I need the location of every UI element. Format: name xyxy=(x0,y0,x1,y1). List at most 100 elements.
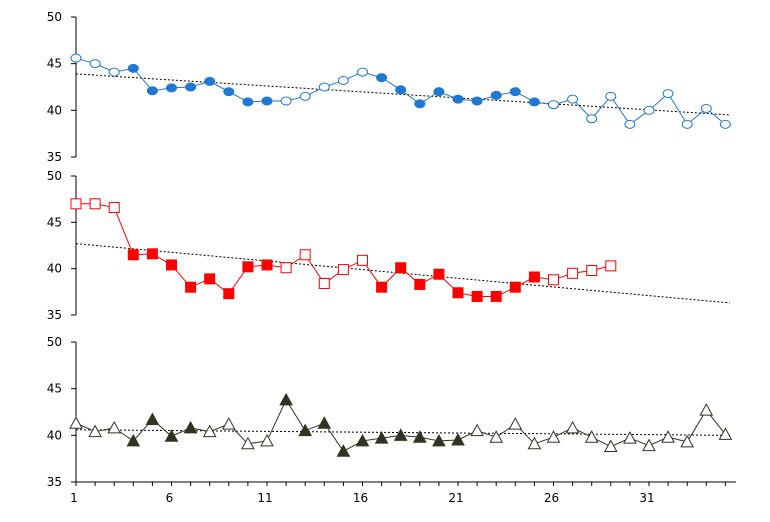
data-point xyxy=(680,434,695,448)
data-point xyxy=(299,91,311,101)
data-point xyxy=(242,261,254,273)
x-tick-label: 1 xyxy=(70,491,78,505)
data-point xyxy=(261,259,273,271)
data-point xyxy=(126,433,141,447)
data-point xyxy=(261,96,273,106)
data-point xyxy=(70,198,82,210)
data-point xyxy=(414,99,426,109)
data-point xyxy=(603,439,618,453)
data-point xyxy=(605,260,617,272)
data-point xyxy=(376,73,388,83)
y-tick-label: 45 xyxy=(47,215,62,229)
x-tick-label: 26 xyxy=(544,491,559,505)
data-point xyxy=(221,417,236,430)
data-point xyxy=(661,430,675,443)
data-point xyxy=(69,416,83,429)
data-point xyxy=(700,103,712,113)
x-tick-label: 31 xyxy=(639,491,654,505)
x-tick-label: 11 xyxy=(257,491,272,505)
data-point xyxy=(108,202,120,214)
data-point xyxy=(355,433,370,447)
data-point xyxy=(567,267,579,279)
data-point xyxy=(299,249,311,261)
data-point xyxy=(318,82,330,92)
data-point xyxy=(164,429,179,442)
data-point xyxy=(145,412,160,425)
data-point xyxy=(395,262,407,274)
data-point xyxy=(279,392,293,406)
y-tick-label: 35 xyxy=(47,150,62,164)
data-point xyxy=(433,87,445,97)
x-axis: 1 6 11 16 21 26 31 xyxy=(70,481,736,505)
y-tick-label: 50 xyxy=(47,335,62,349)
chart-panel-2: 35 40 45 50 xyxy=(47,169,731,322)
data-point xyxy=(337,75,349,85)
data-point xyxy=(374,431,389,444)
data-point xyxy=(586,114,598,124)
y-tick-label: 45 xyxy=(47,382,62,396)
data-point xyxy=(88,424,102,438)
data-point xyxy=(719,119,731,129)
data-point xyxy=(204,76,216,86)
y-tick-label: 40 xyxy=(47,428,62,442)
data-point xyxy=(414,278,426,290)
data-point xyxy=(490,90,502,100)
chart-panel-3: 35 40 45 50 xyxy=(47,335,733,489)
data-point xyxy=(433,268,445,280)
data-point xyxy=(452,94,464,104)
y-tick-label: 50 xyxy=(47,10,62,24)
data-point xyxy=(376,281,388,293)
data-point xyxy=(395,85,407,95)
data-point xyxy=(280,96,292,106)
data-point xyxy=(337,264,349,276)
data-point xyxy=(489,430,504,443)
data-point xyxy=(127,249,139,261)
data-point xyxy=(89,59,101,69)
data-point xyxy=(107,420,122,434)
trend-line xyxy=(75,243,731,304)
data-point xyxy=(527,436,542,450)
data-point xyxy=(584,430,599,443)
data-point xyxy=(223,288,235,300)
y-tick-label: 50 xyxy=(47,169,62,183)
data-point xyxy=(546,430,561,443)
data-point xyxy=(452,287,464,299)
y-tick-label: 35 xyxy=(47,475,62,489)
data-point xyxy=(471,96,483,106)
data-point xyxy=(432,433,446,447)
data-point xyxy=(146,248,158,260)
data-point xyxy=(451,432,465,446)
x-tick-label: 21 xyxy=(448,491,463,505)
data-point xyxy=(166,259,177,271)
data-point xyxy=(336,444,351,457)
data-point xyxy=(643,105,655,115)
data-point xyxy=(624,119,636,129)
y-tick-label: 40 xyxy=(47,262,62,276)
data-point xyxy=(605,91,617,101)
data-point xyxy=(471,290,483,302)
y-tick-label: 35 xyxy=(47,308,62,322)
data-point xyxy=(70,53,82,63)
y-tick-label: 45 xyxy=(47,57,62,71)
data-point xyxy=(185,281,197,293)
data-point xyxy=(242,97,254,107)
data-point xyxy=(223,87,235,97)
trend-line xyxy=(75,73,731,116)
data-point xyxy=(357,254,368,266)
data-point xyxy=(565,420,580,434)
data-point xyxy=(699,403,714,416)
data-point xyxy=(528,271,540,283)
chart-panel-1: 35 40 45 50 xyxy=(47,10,731,164)
data-point xyxy=(166,83,177,93)
data-point xyxy=(412,430,427,443)
data-point xyxy=(280,262,292,274)
x-tick-label: 6 xyxy=(166,491,174,505)
data-point xyxy=(204,273,216,285)
data-point xyxy=(89,198,101,210)
data-point xyxy=(508,417,523,430)
data-point xyxy=(470,423,484,437)
data-point xyxy=(241,436,255,450)
data-point xyxy=(548,274,559,286)
data-point xyxy=(185,82,197,92)
